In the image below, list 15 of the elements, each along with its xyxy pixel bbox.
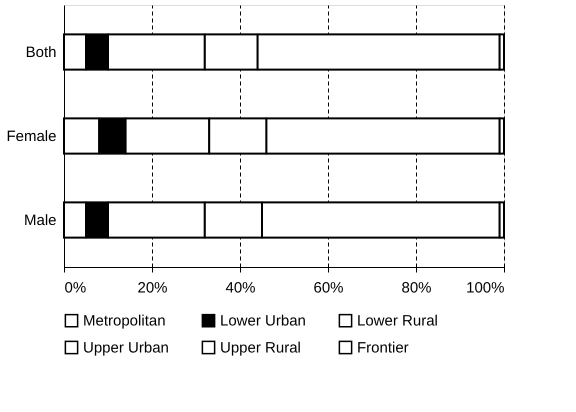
legend-label: Upper Rural <box>220 340 301 356</box>
legend-label: Frontier <box>357 340 409 356</box>
y-tick-label: Female <box>6 128 56 145</box>
x-tick-label: 100% <box>466 280 504 296</box>
x-tick-label: 80% <box>401 280 432 296</box>
x-tick-label: 0% <box>64 280 86 296</box>
legend-label: Metropolitan <box>83 312 166 330</box>
y-tick-label: Both <box>26 44 56 62</box>
x-tick-label: 40% <box>225 280 256 296</box>
legend-label: Lower Rural <box>357 312 438 330</box>
y-tick-label: Male <box>24 212 56 229</box>
legend-label: Lower Urban <box>220 312 306 330</box>
x-tick-label: 20% <box>137 280 168 296</box>
x-tick-label: 60% <box>313 280 344 296</box>
legend-label: Upper Urban <box>83 340 169 356</box>
